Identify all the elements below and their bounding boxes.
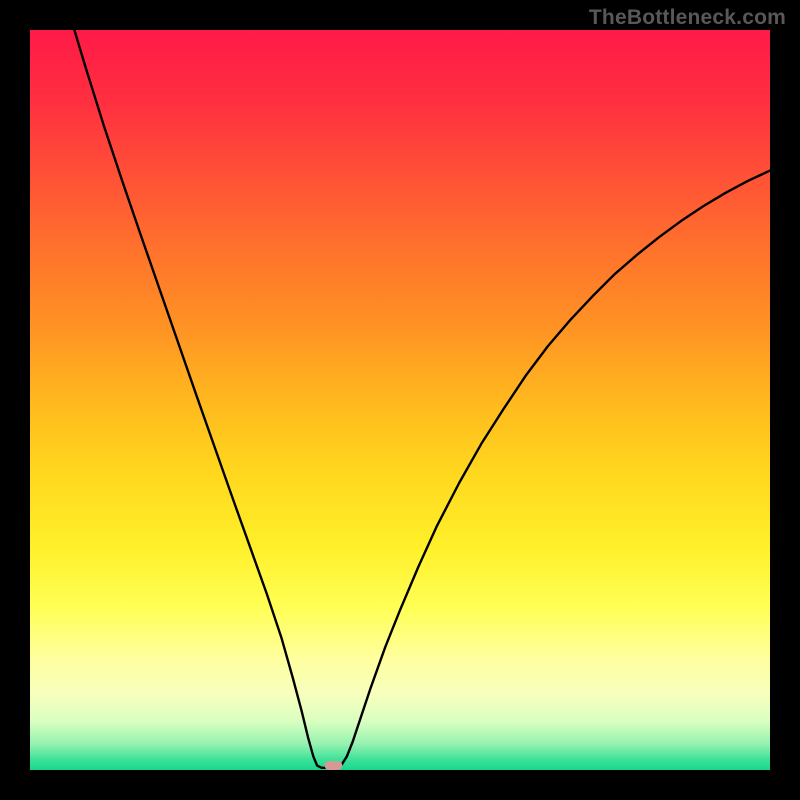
watermark-text: TheBottleneck.com [589,6,786,30]
chart-frame: TheBottleneck.com [0,0,800,800]
min-marker [325,761,343,770]
chart-background [30,30,770,770]
plot-area [30,30,770,770]
chart-svg [30,30,770,770]
